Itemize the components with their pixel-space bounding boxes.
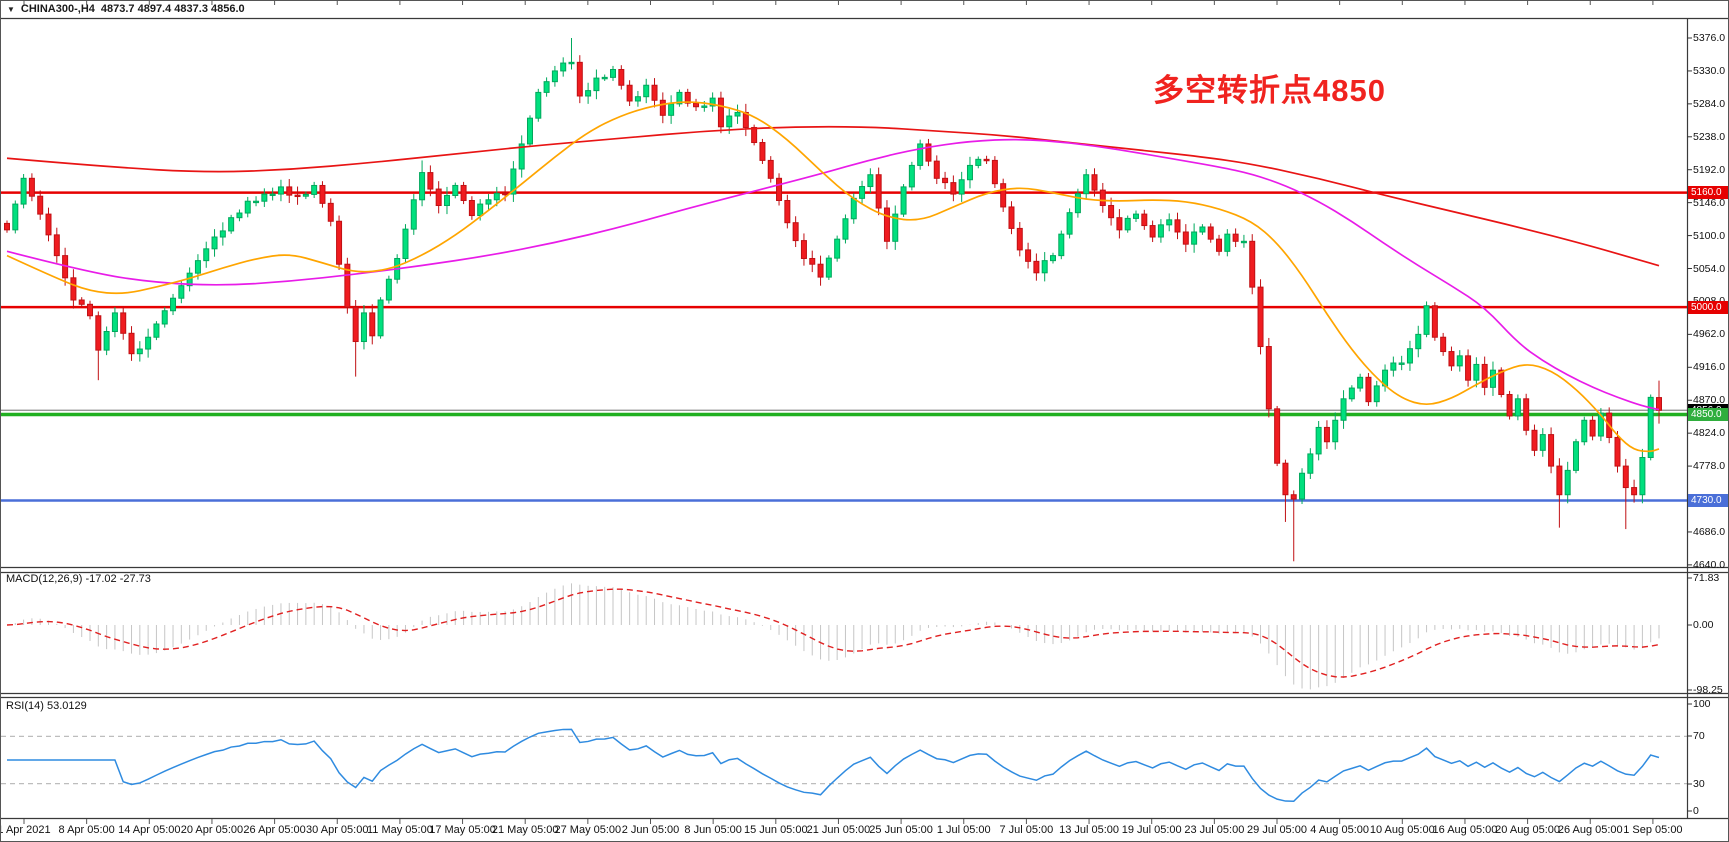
time-axis-label: 16 Aug 05:00 bbox=[1432, 824, 1498, 836]
time-axis-label: 8 Jun 05:00 bbox=[684, 824, 742, 836]
rsi-tick-label: 30 bbox=[1693, 778, 1705, 790]
symbol-timeframe-label: CHINA300-,H4 bbox=[20, 3, 95, 15]
price-tick-label: 4640.0 bbox=[1693, 558, 1726, 571]
price-tick-label: 4962.0 bbox=[1693, 328, 1726, 341]
price-tick-label: 5100.0 bbox=[1693, 229, 1726, 242]
price-tick-label: 4824.0 bbox=[1693, 427, 1726, 440]
time-axis-label: 17 May 05:00 bbox=[429, 824, 496, 836]
ma-fast-line bbox=[6, 101, 1660, 453]
price-tick-label: 5054.0 bbox=[1693, 262, 1726, 275]
rsi-tick-label: 0 bbox=[1693, 805, 1699, 817]
time-axis-label: 1 Apr 2021 bbox=[0, 824, 51, 836]
macd-indicator-label: MACD(12,26,9) -17.02 -27.73 bbox=[6, 573, 151, 585]
macd-signal-line bbox=[6, 588, 1660, 678]
time-axis-label: 21 May 05:00 bbox=[491, 824, 559, 836]
macd-tick-label: 71.83 bbox=[1693, 572, 1720, 584]
price-badge: 4730.0 bbox=[1688, 493, 1728, 507]
macd-histogram[interactable] bbox=[7, 583, 1660, 690]
ma-slow-line bbox=[6, 125, 1660, 267]
time-axis-label: 27 May 05:00 bbox=[554, 824, 622, 836]
rsi-tick-label: 100 bbox=[1693, 698, 1711, 710]
time-axis-label: 10 Aug 05:00 bbox=[1369, 824, 1435, 836]
price-badge: 5000.0 bbox=[1688, 300, 1728, 314]
time-axis-label: 11 May 05:00 bbox=[366, 824, 433, 836]
time-axis-label: 25 Jun 05:00 bbox=[869, 824, 933, 836]
time-axis-label: 20 Apr 05:00 bbox=[180, 824, 244, 836]
price-tick-label: 4870.0 bbox=[1693, 394, 1726, 407]
time-axis-label: 14 Apr 05:00 bbox=[118, 824, 181, 836]
price-tick-label: 4916.0 bbox=[1693, 361, 1726, 374]
price-tick-label: 5146.0 bbox=[1693, 196, 1726, 209]
rsi-line bbox=[7, 728, 1660, 803]
time-axis-label: 13 Jul 05:00 bbox=[1059, 824, 1120, 836]
header-ohlc-values: 4873.7 4897.4 4837.3 4856.0 bbox=[100, 3, 245, 15]
time-axis-label: 21 Jun 05:00 bbox=[806, 824, 871, 836]
price-tick-label: 5284.0 bbox=[1693, 97, 1726, 110]
price-tick-label: 5238.0 bbox=[1693, 130, 1726, 143]
price-badge: 5160.0 bbox=[1688, 186, 1728, 200]
time-axis-label: 29 Jul 05:00 bbox=[1247, 824, 1307, 836]
time-axis-label: 19 Jul 05:00 bbox=[1121, 824, 1182, 836]
chart-text-annotation: 多空转折点4850 bbox=[1153, 73, 1386, 108]
time-axis-label: 26 Aug 05:00 bbox=[1557, 824, 1623, 836]
price-tick-label: 5330.0 bbox=[1693, 64, 1726, 77]
time-axis-label: 7 Jul 05:00 bbox=[999, 824, 1054, 836]
macd-tick-label: 0.00 bbox=[1693, 619, 1714, 631]
macd-tick-label: -98.25 bbox=[1693, 684, 1723, 696]
time-axis-label: 4 Aug 05:00 bbox=[1310, 824, 1370, 836]
time-axis-label: 15 Jun 05:00 bbox=[743, 824, 808, 836]
time-axis-label: 8 Apr 05:00 bbox=[58, 824, 115, 836]
time-axis-label: 26 Apr 05:00 bbox=[243, 824, 306, 836]
time-axis-label: 23 Jul 05:00 bbox=[1184, 824, 1245, 836]
rsi-tick-label: 70 bbox=[1693, 730, 1705, 742]
price-tick-label: 4686.0 bbox=[1693, 525, 1726, 538]
rsi-indicator-label: RSI(14) 53.0129 bbox=[6, 700, 87, 712]
chevron-down-icon[interactable]: ▼ bbox=[7, 4, 15, 14]
time-axis-label: 30 Apr 05:00 bbox=[306, 824, 369, 836]
price-tick-label: 5192.0 bbox=[1693, 163, 1726, 176]
ma-medium-line bbox=[6, 138, 1660, 411]
price-tick-label: 4778.0 bbox=[1693, 460, 1726, 473]
time-axis-label: 1 Sep 05:00 bbox=[1623, 824, 1683, 836]
time-axis-label: 2 Jun 05:00 bbox=[621, 824, 680, 836]
price-badge: 4850.0 bbox=[1688, 408, 1728, 422]
symbol-header[interactable]: ▼ CHINA300-,H4 4873.7 4897.4 4837.3 4856… bbox=[7, 3, 245, 15]
price-tick-label: 5376.0 bbox=[1693, 32, 1726, 44]
time-axis-label: 1 Jul 05:00 bbox=[936, 824, 991, 836]
horizontal-level-lines[interactable] bbox=[1, 191, 1687, 502]
candlestick-series[interactable] bbox=[4, 38, 1662, 562]
time-axis-label: 20 Aug 05:00 bbox=[1495, 824, 1561, 836]
